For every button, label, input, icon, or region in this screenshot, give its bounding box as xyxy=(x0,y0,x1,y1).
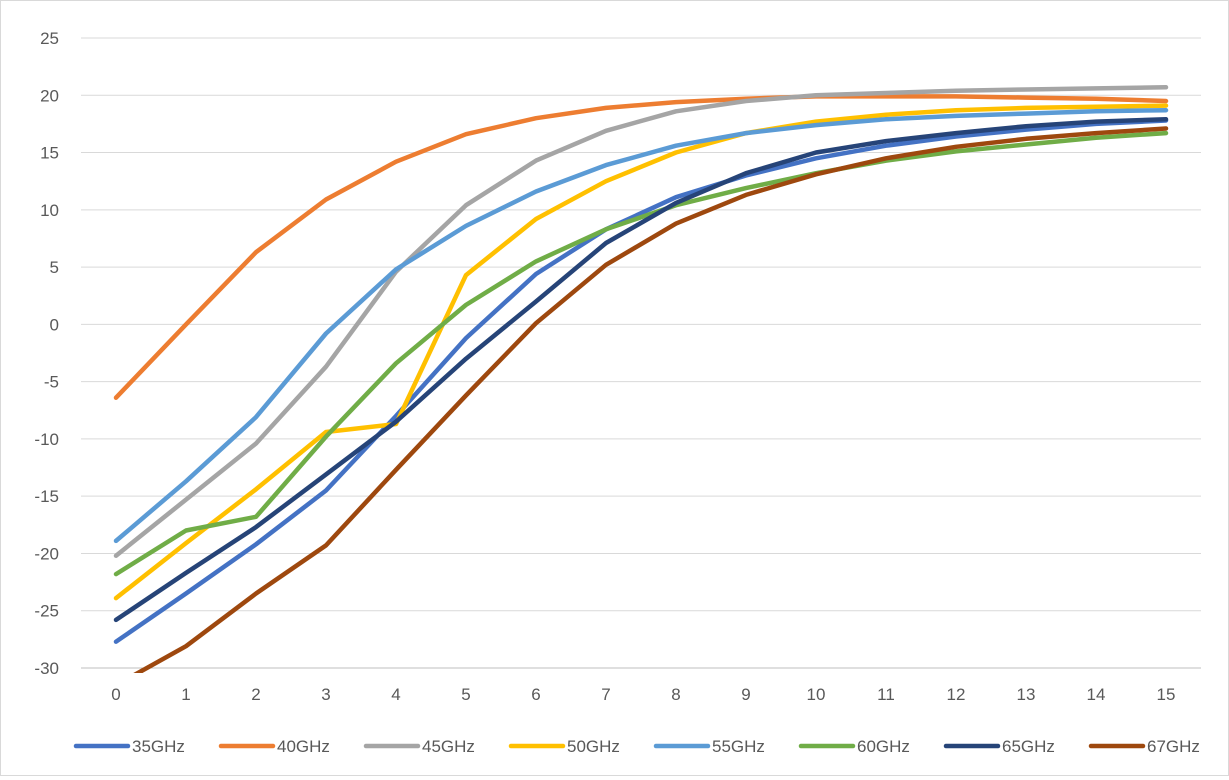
legend-label: 45GHz xyxy=(422,737,475,756)
x-tick-label: 7 xyxy=(601,685,610,704)
legend-label: 50GHz xyxy=(567,737,620,756)
x-tick-label: 9 xyxy=(741,685,750,704)
legend-label: 65GHz xyxy=(1002,737,1055,756)
series-line-67ghz xyxy=(133,126,1169,673)
x-tick-label: 15 xyxy=(1157,685,1176,704)
series-line-60ghz xyxy=(113,130,1169,577)
series-line-35ghz xyxy=(113,118,1169,644)
y-tick-label: -5 xyxy=(44,373,59,392)
x-tick-label: 2 xyxy=(251,685,260,704)
gridlines xyxy=(81,37,1201,669)
x-tick-label: 5 xyxy=(461,685,470,704)
series-line-50ghz xyxy=(113,103,1169,601)
y-tick-label: 15 xyxy=(40,144,59,163)
y-tick-label: -25 xyxy=(34,602,59,621)
series-line-45ghz xyxy=(113,85,1169,558)
y-tick-label: 10 xyxy=(40,201,59,220)
x-tick-label: 0 xyxy=(111,685,120,704)
x-tick-label: 3 xyxy=(321,685,330,704)
x-tick-label: 14 xyxy=(1087,685,1106,704)
y-tick-label: -30 xyxy=(34,659,59,678)
legend-label: 35GHz xyxy=(132,737,185,756)
y-tick-label: -15 xyxy=(34,487,59,506)
series-line-65ghz xyxy=(113,117,1169,623)
legend: 35GHz 40GHz 45GHz 50GHz 55GHz 60GHz 65GHz 67GHz xyxy=(73,737,1200,756)
x-tick-label: 11 xyxy=(877,685,895,704)
legend-label: 55GHz xyxy=(712,737,765,756)
x-tick-label: 6 xyxy=(531,685,540,704)
y-tick-label: -10 xyxy=(34,430,59,449)
series-lines xyxy=(113,85,1169,673)
series-line-40ghz xyxy=(113,94,1169,400)
y-tick-label: 25 xyxy=(40,29,59,48)
x-tick-label: 13 xyxy=(1017,685,1036,704)
y-tick-label: 0 xyxy=(50,315,59,334)
y-tick-label: 5 xyxy=(50,258,59,277)
x-tick-label: 10 xyxy=(807,685,826,704)
x-tick-label: 4 xyxy=(391,685,400,704)
x-tick-label: 12 xyxy=(947,685,966,704)
x-axis-ticks: 0 1 2 3 4 5 6 7 8 9 10 11 12 13 14 15 xyxy=(111,685,1175,704)
y-axis-ticks: 25 20 15 10 5 0 -5 -10 -15 -20 -25 -30 xyxy=(34,29,59,678)
x-tick-label: 1 xyxy=(181,685,190,704)
series-line-55ghz xyxy=(113,107,1169,544)
legend-label: 60GHz xyxy=(857,737,910,756)
legend-label: 40GHz xyxy=(277,737,330,756)
legend-label: 67GHz xyxy=(1147,737,1200,756)
y-tick-label: -20 xyxy=(34,544,59,563)
x-tick-label: 8 xyxy=(671,685,680,704)
y-tick-label: 20 xyxy=(40,86,59,105)
